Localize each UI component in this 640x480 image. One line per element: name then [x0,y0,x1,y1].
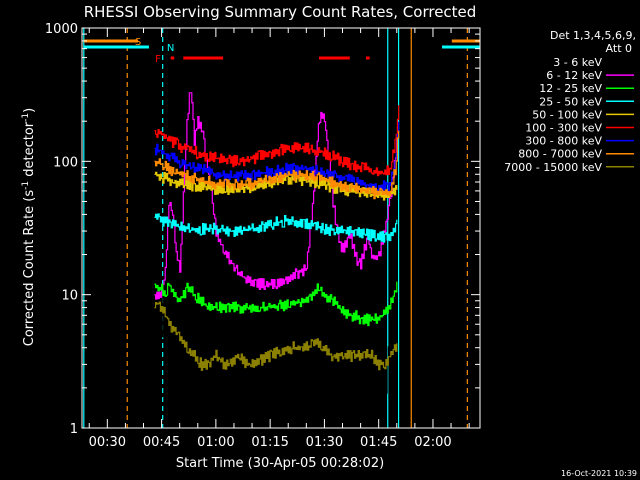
y-axis-label-main: Corrected Count Rate (s [22,190,37,347]
y-axis-label-sup2: -1 [21,113,31,122]
y-axis-label-mid: detector [22,121,37,181]
legend-label-2: 12 - 25 keV [539,82,602,95]
series-1 [154,92,400,300]
y-tick-label-2: 100 [53,155,78,170]
x-tick-label-2: 01:00 [197,435,234,450]
y-axis-label-sup1: -1 [21,181,31,190]
legend-label-0: 3 - 6 keV [553,56,602,69]
y-axis-label: Corrected Count Rate (s-1 detector-1) [21,108,37,346]
plot-area: S NF 1 10 100 1000 00:30 00:45 01:00 01:15 01:30 01… [45,22,481,450]
series-line-1 [154,92,400,300]
series-2 [154,281,398,327]
series-3 [154,213,398,243]
flag-f-label: F [155,54,161,65]
y-tick-label-3: 1000 [45,22,78,37]
y-axis-label-end: ) [22,108,37,113]
legend-label-7: 800 - 7000 keV [518,148,602,161]
x-tick-label-6: 02:00 [414,435,451,450]
y-tick-label-0: 1 [70,422,78,437]
series-line-5 [154,105,400,177]
flag-n-label: N [167,43,174,54]
date-stamp: 16-Oct-2021 10:39 [561,469,637,478]
legend-header-detectors: Det 1,3,4,5,6,9, [550,29,636,42]
x-tick-label-1: 00:45 [143,435,180,450]
x-tick-label-3: 01:15 [251,435,288,450]
chart-title: RHESSI Observing Summary Count Rates, Co… [84,3,477,21]
flag-s-label: S [135,37,141,48]
x-axis-label: Start Time (30-Apr-05 00:28:02) [176,456,384,471]
legend-label-8: 7000 - 15000 keV [504,161,602,174]
series-line-3 [154,213,398,243]
series-line-7 [154,130,400,200]
y-tick-label-1: 10 [61,289,78,304]
series-7 [154,130,400,200]
legend-label-6: 300 - 800 keV [525,135,602,148]
legend-label-5: 100 - 300 keV [525,122,602,135]
legend-label-1: 6 - 12 keV [546,69,602,82]
series-5 [154,105,400,177]
series-8 [154,301,398,371]
legend-label-4: 50 - 100 keV [532,108,602,121]
plot-frame [81,27,481,429]
legend-header-attenuator: Att 0 [606,42,632,55]
x-tick-label-5: 01:45 [360,435,397,450]
x-tick-label-4: 01:30 [306,435,343,450]
series-line-2 [154,281,398,327]
legend-label-3: 25 - 50 keV [539,95,602,108]
x-tick-label-0: 00:30 [89,435,126,450]
series-line-8 [154,301,398,371]
